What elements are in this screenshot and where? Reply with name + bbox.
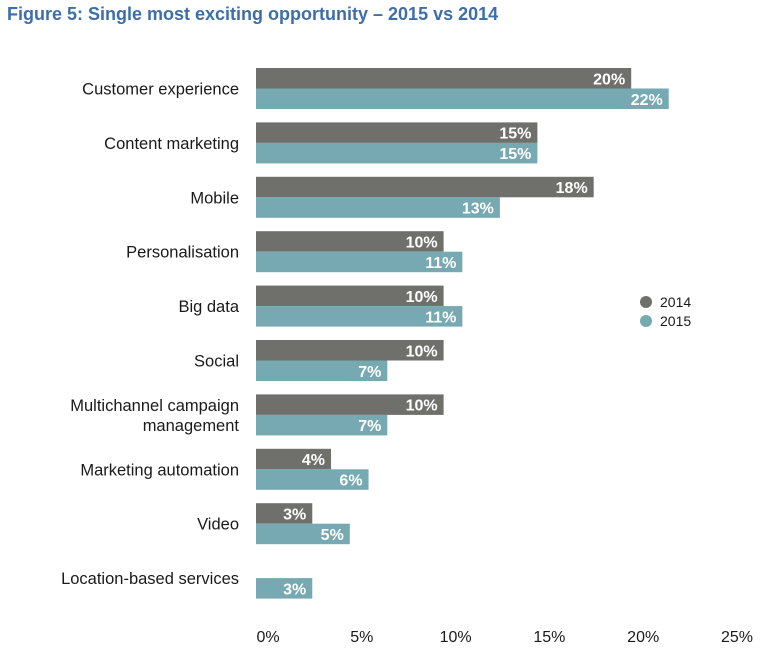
value-label-2015-3: 11%	[425, 255, 456, 272]
category-label-1: Content marketing	[104, 135, 239, 153]
value-labels: 20% 22% 15% 15% 18% 13% 10% 11% 10% 11% 10% 7% 10% 7%…	[283, 71, 663, 598]
value-label-2014-3: 10%	[406, 234, 438, 251]
bar-2014-0	[256, 68, 632, 89]
x-tick-label-3: 15%	[533, 629, 565, 646]
value-label-2015-6: 7%	[358, 418, 381, 435]
bar-2015-7	[256, 469, 369, 490]
value-label-2015-5: 7%	[358, 364, 381, 381]
bar-2015-1	[256, 142, 538, 164]
value-label-2014-7: 4%	[302, 452, 325, 469]
value-label-2014-1: 15%	[499, 126, 531, 143]
bar-2014-8	[256, 503, 313, 524]
bar-2015-4	[256, 306, 463, 327]
value-label-2015-7: 6%	[339, 473, 362, 490]
bar-2015-0	[256, 88, 669, 109]
value-label-2014-2: 18%	[556, 180, 588, 197]
bar-2015-9	[256, 578, 313, 599]
category-label-5: Social	[194, 353, 239, 371]
bar-2014-3	[256, 231, 444, 252]
category-labels: Customer experience Content marketing Mobi…	[61, 81, 240, 589]
bar-2015-8	[256, 523, 350, 545]
value-label-2014-4: 10%	[406, 289, 438, 306]
category-label-7: Marketing automation	[80, 461, 239, 479]
x-tick-label-1: 5%	[350, 629, 373, 646]
category-label-3: Personalisation	[126, 244, 239, 262]
bar-2014-6	[256, 394, 444, 415]
x-tick-label-4: 20%	[627, 629, 659, 646]
x-axis-ticks: 0% 5% 10% 15% 20% 25%	[256, 629, 753, 646]
legend-marker-2015	[640, 315, 652, 327]
value-label-2015-0: 22%	[631, 92, 663, 109]
bars-layer	[256, 68, 669, 599]
bar-2015-3	[256, 251, 463, 273]
value-label-2015-9: 3%	[283, 581, 306, 598]
chart-title: Figure 5: Single most exciting opportuni…	[7, 4, 499, 24]
legend-label-2015: 2015	[660, 313, 691, 329]
bar-2015-5	[256, 360, 388, 381]
legend-label-2014: 2014	[660, 294, 691, 310]
category-label-6: Multichannel campaign management	[70, 397, 239, 435]
bar-2014-5	[256, 340, 444, 361]
value-label-2015-8: 5%	[321, 527, 344, 544]
bar-2014-1	[256, 122, 538, 143]
category-label-9: Location-based services	[61, 570, 239, 588]
value-label-2014-0: 20%	[593, 71, 625, 88]
category-label-0: Customer experience	[82, 81, 239, 99]
bar-2015-2	[256, 197, 500, 218]
bar-2014-7	[256, 448, 332, 470]
value-label-2014-6: 10%	[406, 398, 438, 415]
legend: 2014 2015	[640, 294, 691, 329]
value-label-2014-8: 3%	[283, 506, 306, 523]
value-label-2014-5: 10%	[406, 343, 438, 360]
x-tick-label-2: 10%	[440, 629, 472, 646]
x-tick-label-5: 25%	[721, 629, 753, 646]
category-label-8: Video	[197, 516, 239, 534]
value-label-2015-2: 13%	[462, 201, 494, 218]
bar-2014-4	[256, 285, 444, 307]
bar-2015-6	[256, 414, 388, 436]
x-tick-label-0: 0%	[256, 629, 279, 646]
legend-marker-2014	[640, 296, 652, 308]
category-label-2: Mobile	[190, 189, 239, 207]
category-label-4: Big data	[178, 298, 239, 316]
bar-2014-2	[256, 176, 594, 198]
value-label-2015-4: 11%	[425, 309, 456, 326]
value-label-2015-1: 15%	[499, 146, 531, 163]
